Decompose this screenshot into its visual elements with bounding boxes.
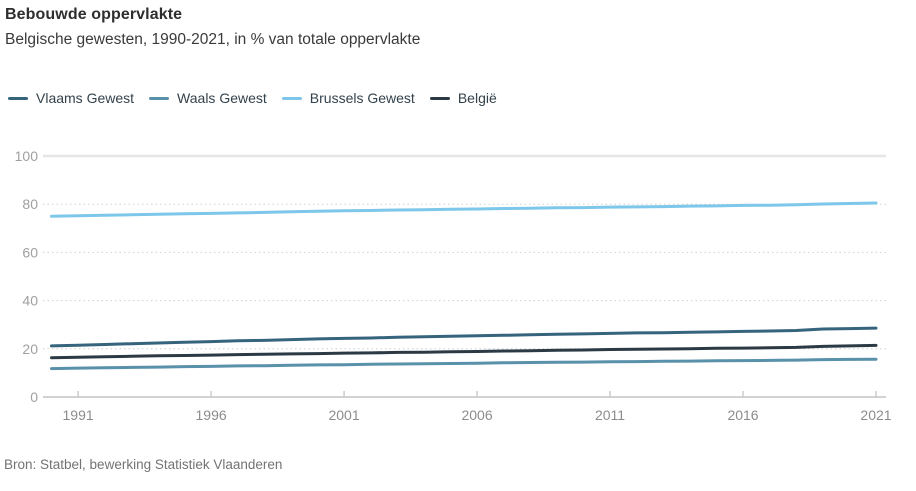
svg-text:2011: 2011 [595, 407, 625, 423]
svg-text:2021: 2021 [860, 407, 891, 423]
legend-label: België [457, 90, 497, 106]
line-swatch-icon [429, 96, 450, 100]
svg-text:1991: 1991 [63, 407, 94, 423]
svg-text:100: 100 [15, 148, 39, 164]
svg-text:20: 20 [22, 341, 38, 357]
line-swatch-icon [149, 96, 170, 100]
legend-item-brussels-gewest[interactable]: Brussels Gewest [281, 90, 415, 106]
svg-text:2006: 2006 [461, 407, 492, 423]
chart-title: Bebouwde oppervlakte [5, 6, 183, 23]
legend-item-belgie[interactable]: België [429, 90, 497, 106]
legend-label: Vlaams Gewest [36, 90, 135, 106]
svg-text:0: 0 [30, 389, 38, 405]
legend-label: Brussels Gewest [309, 90, 415, 106]
source-note: Bron: Statbel, bewerking Statistiek Vlaa… [4, 457, 283, 472]
svg-text:2016: 2016 [727, 407, 758, 423]
legend: Vlaams Gewest Waals Gewest Brussels Gewe… [8, 90, 497, 106]
svg-text:80: 80 [22, 196, 38, 212]
svg-text:2001: 2001 [328, 407, 359, 423]
chart-subtitle: Belgische gewesten, 1990-2021, in % van … [5, 31, 421, 48]
legend-label: Waals Gewest [177, 90, 267, 106]
line-swatch-icon [281, 96, 302, 100]
svg-text:1996: 1996 [196, 407, 227, 423]
svg-text:40: 40 [22, 293, 38, 309]
line-swatch-icon [8, 96, 28, 100]
line-chart-plot-area: 0 20 40 60 80 100 1991 1996 2001 2006 2011 2016 2021 [15, 148, 892, 423]
legend-item-waals-gewest[interactable]: Waals Gewest [149, 90, 267, 106]
svg-text:60: 60 [22, 244, 38, 260]
legend-item-vlaams-gewest[interactable]: Vlaams Gewest [8, 90, 134, 106]
